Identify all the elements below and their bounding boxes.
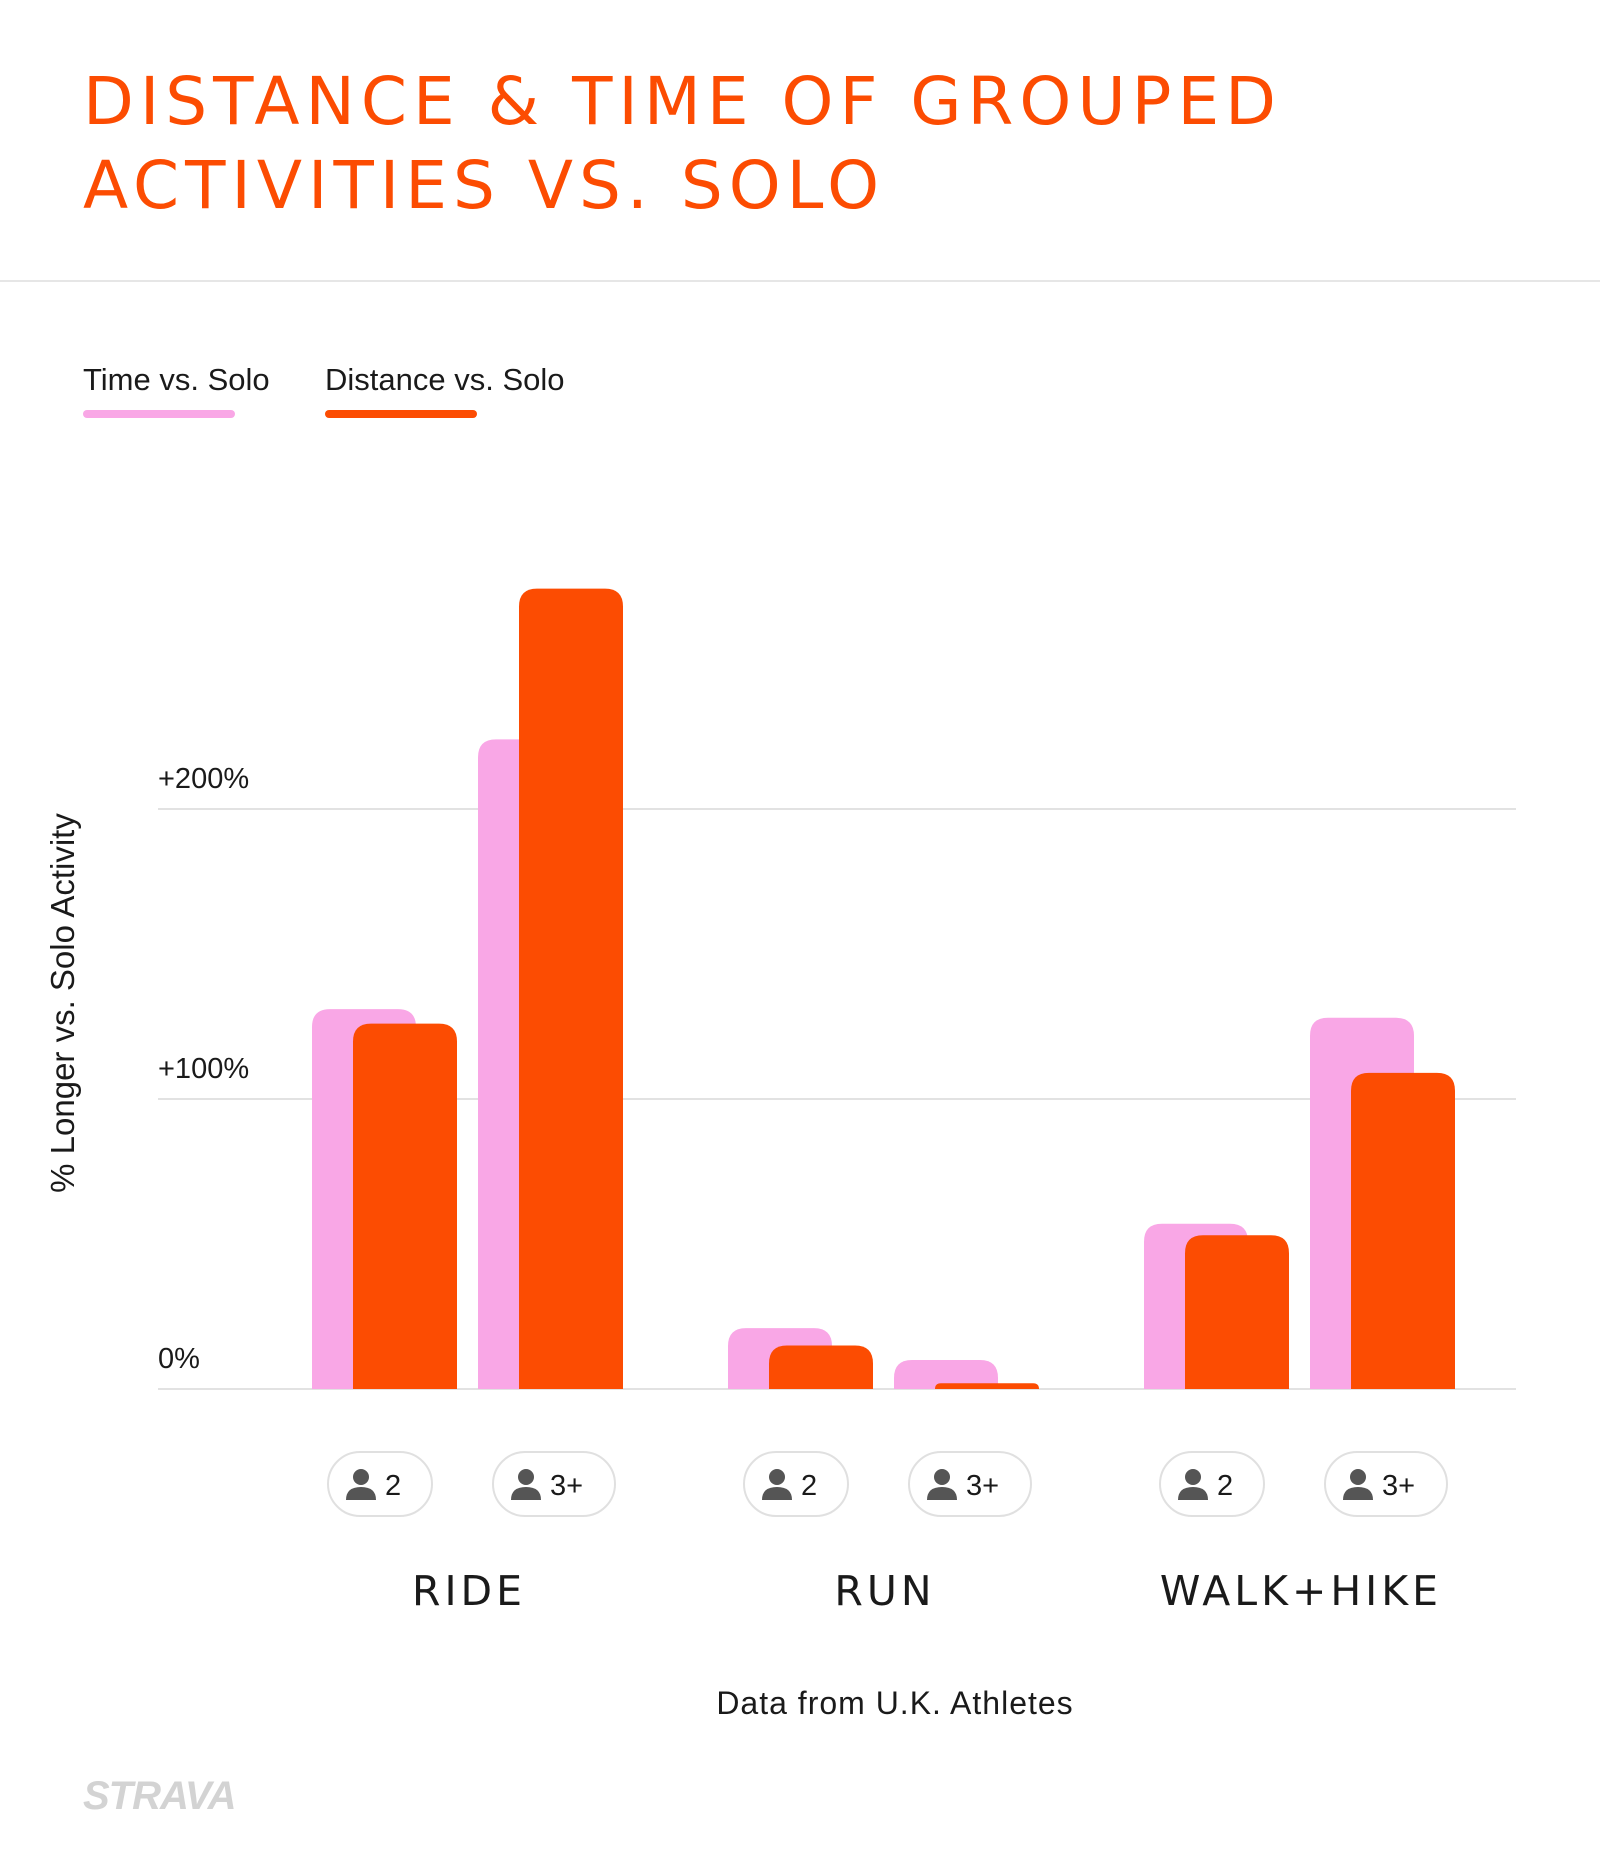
person-icon bbox=[511, 1469, 541, 1500]
pill-outline bbox=[327, 1451, 433, 1517]
chart-title-line-2: ACTIVITIES VS. SOLO bbox=[83, 147, 886, 224]
bar-distance-walkhike-3plus bbox=[1351, 1072, 1455, 1389]
y-tick-label: +200% bbox=[158, 763, 249, 795]
legend-item-distance: Distance vs. Solo bbox=[325, 362, 565, 418]
person-icon bbox=[1178, 1469, 1208, 1500]
bar-distance-ride-3plus bbox=[519, 588, 623, 1389]
bar-distance-ride-2 bbox=[353, 1023, 457, 1389]
participant-pill: 2 bbox=[743, 1451, 849, 1517]
participant-pill: 3+ bbox=[908, 1451, 1032, 1517]
person-icon bbox=[762, 1469, 792, 1500]
bar-distance-run-3plus bbox=[935, 1383, 1039, 1389]
participant-count-label: 3+ bbox=[966, 1470, 999, 1502]
bar-time-run-3plus bbox=[894, 1360, 998, 1389]
data-source-note: Data from U.K. Athletes bbox=[716, 1685, 1073, 1721]
participant-count-label: 3+ bbox=[550, 1470, 583, 1502]
category-label: RIDE bbox=[412, 1567, 526, 1615]
participant-count-label: 3+ bbox=[1382, 1470, 1415, 1502]
participant-count-label: 2 bbox=[801, 1470, 817, 1502]
person-icon bbox=[346, 1469, 376, 1500]
legend-item-time: Time vs. Solo bbox=[83, 362, 270, 418]
participant-count-label: 2 bbox=[1217, 1470, 1233, 1502]
participant-pill: 3+ bbox=[1324, 1451, 1448, 1517]
legend-swatch-distance bbox=[325, 410, 477, 418]
legend-label-distance: Distance vs. Solo bbox=[325, 362, 565, 397]
bar-distance-walkhike-2 bbox=[1185, 1235, 1289, 1389]
bar-chart: 0% +100% +200% % Longer vs. Solo Activity 2 3… bbox=[44, 588, 1516, 1721]
participant-pill: 2 bbox=[1159, 1451, 1265, 1517]
legend-label-time: Time vs. Solo bbox=[83, 362, 270, 397]
participant-pill: 3+ bbox=[492, 1451, 616, 1517]
person-icon bbox=[1343, 1469, 1373, 1500]
y-tick-label: 0% bbox=[158, 1343, 200, 1375]
chart-title-line-1: DISTANCE & TIME OF GROUPED bbox=[83, 63, 1282, 140]
chart-title: DISTANCE & TIME OF GROUPED ACTIVITIES VS… bbox=[83, 60, 1503, 228]
bar-distance-run-2 bbox=[769, 1345, 873, 1389]
category-label: RUN bbox=[834, 1567, 935, 1615]
category-label: WALK+HIKE bbox=[1160, 1567, 1442, 1615]
strava-logo: STRAVA bbox=[83, 1774, 237, 1818]
legend-swatch-time bbox=[83, 410, 235, 418]
title-divider bbox=[0, 280, 1600, 282]
participant-pill: 2 bbox=[327, 1451, 433, 1517]
person-icon bbox=[927, 1469, 957, 1500]
y-axis-title: % Longer vs. Solo Activity bbox=[44, 813, 81, 1193]
participant-count-label: 2 bbox=[385, 1470, 401, 1502]
y-tick-label: +100% bbox=[158, 1053, 249, 1085]
pill-outline bbox=[1159, 1451, 1265, 1517]
pill-outline bbox=[743, 1451, 849, 1517]
legend: Time vs. Solo Distance vs. Solo bbox=[83, 362, 683, 422]
